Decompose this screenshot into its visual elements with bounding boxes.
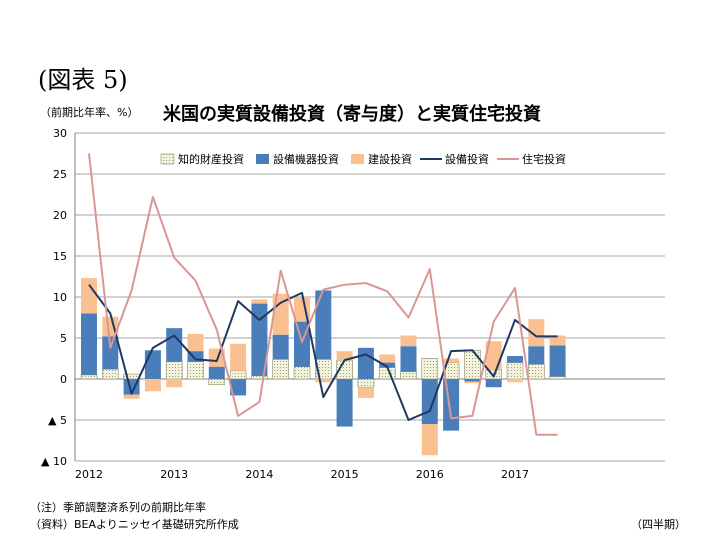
bar-structures-2013Q3: [208, 348, 225, 367]
bar-equipment-2014Q1: [251, 303, 268, 376]
y-tick-label: 15: [53, 250, 67, 263]
bar-ip-2013Q1: [165, 361, 183, 380]
bar-equipment-2017Q1: [507, 356, 523, 363]
x-year-label-2014: 2014: [245, 468, 273, 481]
bar-equipment-2013Q3: [208, 366, 225, 379]
legend-swatch-equipment: [256, 154, 269, 164]
x-year-label-2016: 2016: [416, 468, 444, 481]
chart-title: 米国の実質設備投資（寄与度）と実質住宅投資: [163, 104, 541, 125]
bar-equipment-2016Q4: [485, 379, 502, 388]
note-seasonal-adjustment: （注）季節調整済系列の前期比年率: [30, 501, 206, 514]
bar-ip-2015Q4: [400, 371, 417, 380]
bar-structures-2012Q4: [144, 379, 161, 392]
bar-structures-2017Q1: [507, 379, 523, 383]
bar-ip-2013Q2: [187, 361, 204, 380]
bar-structures-2016Q3: [464, 381, 481, 384]
bar-equipment-2015Q2: [357, 347, 374, 379]
bar-equipment-2013Q1: [166, 328, 183, 362]
bar-structures-2015Q3: [379, 354, 396, 363]
bar-ip-2017Q1: [506, 362, 524, 380]
bar-structures-2012Q1: [81, 278, 97, 314]
bar-structures-2015Q4: [400, 335, 417, 347]
legend-swatch-structures: [351, 154, 364, 164]
x-year-label-2012: 2012: [75, 468, 103, 481]
bar-equipment-2015Q3: [379, 362, 396, 368]
bar-ip-2014Q1: [251, 375, 268, 380]
y-tick-label: 25: [53, 168, 67, 181]
bar-structures-2016Q1: [421, 424, 438, 456]
bar-equipment-2017Q2: [528, 346, 545, 365]
bar-ip-2017Q3: [549, 376, 566, 380]
bar-structures-2016Q2: [443, 358, 460, 363]
bar-equipment-2016Q2: [443, 379, 460, 431]
note-data-source: （資料）BEAよりニッセイ基礎研究所作成: [30, 518, 239, 531]
bar-ip-2013Q4: [229, 370, 247, 380]
legend-label-equipment: 設備機器投資: [273, 152, 339, 166]
y-tick-label: 10: [53, 291, 67, 304]
x-year-label-2017: 2017: [501, 468, 529, 481]
bar-structures-2017Q3: [549, 335, 566, 346]
legend-label-structures: 建設投資: [368, 152, 412, 166]
legend-label-ip: 知的財産投資: [178, 152, 244, 166]
bar-equipment-2013Q4: [230, 379, 247, 396]
bar-structures-2012Q3: [123, 394, 140, 399]
bar-equipment-2012Q1: [81, 313, 97, 375]
bar-structures-2014Q4: [315, 379, 332, 383]
bar-structures-2015Q2: [357, 387, 374, 398]
bar-structures-2017Q2: [528, 319, 545, 347]
bar-equipment-2012Q4: [144, 350, 161, 379]
bar-ip-2015Q2: [357, 378, 375, 388]
y-tick-label: ▲ 5: [48, 414, 67, 427]
bar-equipment-2012Q2: [102, 336, 119, 370]
bar-ip-2014Q2: [272, 359, 290, 380]
line-housing_line: [88, 153, 558, 436]
x-year-label-2013: 2013: [160, 468, 188, 481]
bar-structures-2014Q2: [272, 293, 289, 335]
bar-ip-2012Q1: [80, 374, 98, 380]
bar-equipment-2016Q1: [421, 379, 438, 425]
bar-structures-2016Q4: [485, 341, 502, 370]
bar-structures-2013Q2: [187, 333, 204, 352]
y-tick-label: 5: [60, 332, 67, 345]
bar-ip-2014Q3: [293, 366, 311, 380]
x-year-label-2015: 2015: [331, 468, 359, 481]
bar-equipment-2015Q4: [400, 346, 417, 372]
bar-ip-2013Q3: [208, 378, 226, 386]
bar-equipment-2014Q2: [272, 334, 289, 360]
legend-swatch-ip: [160, 153, 175, 165]
bar-structures-2015Q1: [336, 351, 353, 361]
bar-equipment-2016Q3: [464, 379, 481, 382]
bar-equipment-2017Q3: [549, 345, 566, 377]
y-tick-label: 30: [53, 127, 67, 140]
bar-ip-2012Q2: [102, 368, 119, 380]
bar-structures-2013Q4: [230, 343, 247, 371]
y-tick-label: 0: [60, 373, 67, 386]
bar-structures-2013Q1: [166, 379, 183, 388]
y-tick-label: ▲ 10: [41, 455, 67, 468]
bar-equipment-2013Q2: [187, 351, 204, 362]
bar-equipment-2015Q1: [336, 379, 353, 427]
legend-label-total_line: 設備投資: [445, 152, 489, 166]
bar-ip-2017Q2: [527, 363, 545, 380]
x-axis-unit-label: （四半期）: [631, 518, 686, 531]
line-total_line: [88, 284, 558, 421]
bar-ip-2016Q1: [421, 358, 439, 380]
legend-label-housing_line: 住宅投資: [522, 152, 566, 166]
y-tick-label: 20: [53, 209, 67, 222]
bar-equipment-2014Q4: [315, 290, 332, 360]
y-axis-unit-label: （前期比年率、%）: [40, 106, 139, 119]
bar-structures-2014Q1: [251, 299, 268, 304]
bar-ip-2016Q3: [464, 349, 481, 380]
figure-label: (図表 5): [38, 66, 128, 94]
